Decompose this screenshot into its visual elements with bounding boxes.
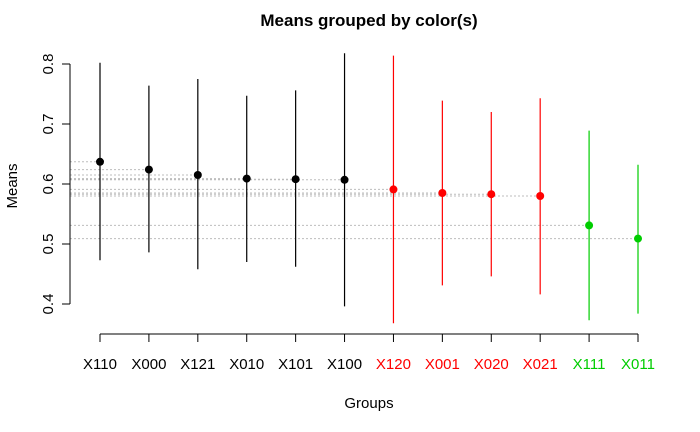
mean-point (634, 234, 642, 243)
y-tick-label: 0.6 (40, 174, 57, 195)
reference-lines (70, 161, 638, 240)
y-tick-label: 0.8 (40, 54, 57, 75)
mean-point (389, 185, 398, 194)
mean-point (96, 157, 104, 166)
error-bar-marks (96, 53, 642, 324)
y-tick-label: 0.7 (40, 114, 57, 135)
y-tick-label: 0.4 (40, 294, 57, 315)
mean-point (438, 189, 447, 197)
y-axis: 0.4 0.5 0.6 0.7 0.8 (40, 54, 71, 315)
x-axis: X110 X000 X121 X010 X101 X100 X120 X001 X020 X021… (83, 333, 655, 373)
mean-point (585, 221, 594, 230)
mean-point (340, 175, 349, 184)
y-tick-label: 0.5 (40, 234, 57, 255)
x-tick-label: X100 (327, 356, 362, 373)
mean-point (144, 165, 153, 174)
y-axis-label: Means (4, 163, 21, 208)
mean-point (193, 171, 202, 179)
mean-point (242, 174, 251, 183)
x-tick-label: X101 (278, 356, 313, 373)
x-tick-label: X020 (474, 356, 509, 373)
x-tick-label: X021 (523, 356, 558, 373)
x-tick-label: X010 (229, 356, 264, 373)
x-tick-label: X001 (425, 356, 460, 373)
x-axis-label: Groups (344, 395, 393, 412)
mean-point (536, 192, 545, 200)
x-tick-label: X120 (376, 356, 411, 373)
x-tick-label: X121 (180, 356, 215, 373)
x-tick-label: X111 (573, 356, 606, 373)
mean-point (291, 175, 300, 184)
x-tick-label: X011 (621, 356, 655, 373)
x-tick-label: X110 (83, 356, 117, 373)
x-tick-label: X000 (131, 356, 166, 373)
mean-point (487, 190, 496, 199)
chart-title: Means grouped by color(s) (260, 11, 477, 30)
